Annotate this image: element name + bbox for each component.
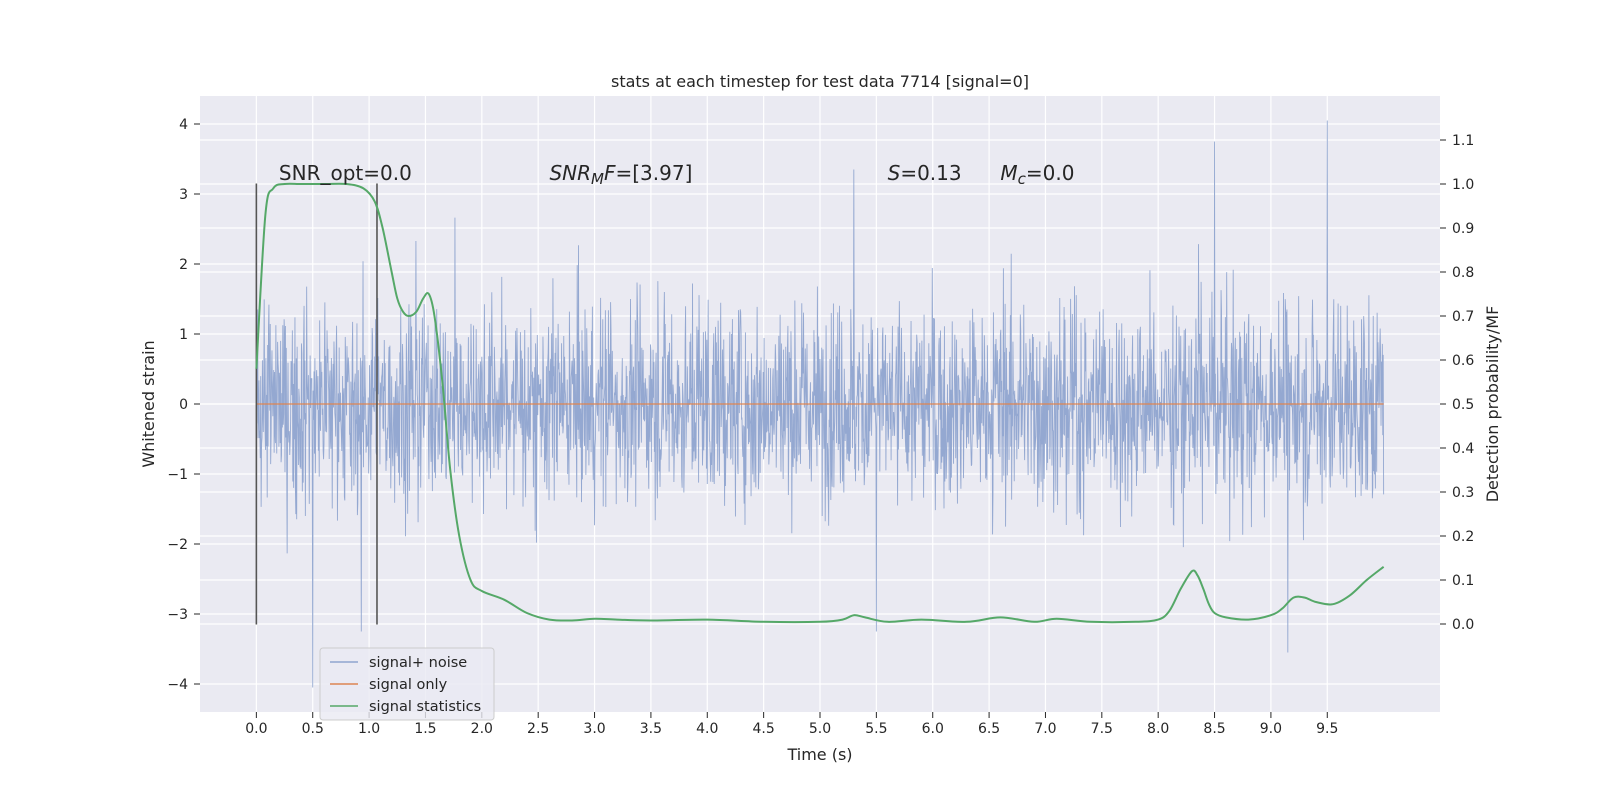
- noise-series: [255, 120, 1385, 688]
- legend-label-signal-only: signal only: [369, 677, 448, 693]
- x-tick-label: 0.5: [302, 721, 324, 737]
- annotation-snr-opt: SNR_opt=0.0: [279, 161, 412, 185]
- signal-statistics-line: [255, 182, 1385, 624]
- x-tick-label: 6.5: [978, 721, 1000, 737]
- y-tick-label: 4: [179, 117, 188, 133]
- statistics-series: [255, 182, 1385, 624]
- x-tick-label: 4.5: [753, 721, 775, 737]
- legend-box: [319, 647, 495, 721]
- annotation-mc-value: Mc=0.0: [1000, 161, 1074, 188]
- annotation-snr-mf: SNRMF=[3.97]: [549, 161, 692, 188]
- x-tick-label: 7.5: [1091, 721, 1113, 737]
- window-markers: [255, 183, 378, 625]
- y2-tick-label: 0.3: [1452, 485, 1474, 501]
- x-tick-label: 8.0: [1147, 721, 1169, 737]
- annotations: SNR_opt=0.0 SNRMF=[3.97] S=0.13 Mc=0.0: [279, 161, 1075, 188]
- x-tick-label: 2.5: [527, 721, 549, 737]
- y2-tick-label: 1.0: [1452, 177, 1474, 193]
- y2-tick-label: 0.8: [1452, 265, 1474, 281]
- x-tick-label: 5.0: [809, 721, 831, 737]
- y2-tick-label: 0.1: [1452, 573, 1474, 589]
- legend: signal+ noise signal only signal statist…: [319, 647, 495, 721]
- chart-title: stats at each timestep for test data 771…: [611, 72, 1029, 91]
- x-tick-label: 9.5: [1316, 721, 1338, 737]
- x-tick-label: 2.0: [471, 721, 493, 737]
- y-tick-label: 0: [179, 397, 188, 413]
- x-tick-label: 3.0: [583, 721, 605, 737]
- y2-tick-label: 1.1: [1452, 133, 1474, 149]
- y-tick-label: −3: [167, 607, 188, 623]
- y2-tick-label: 0.2: [1452, 529, 1474, 545]
- x-tick-label: 4.0: [696, 721, 718, 737]
- y2-tick-label: 0.6: [1452, 353, 1474, 369]
- y-tick-label: 3: [179, 187, 188, 203]
- y2-tick-label: 0.5: [1452, 397, 1474, 413]
- y2-axis-label: Detection probability/MF: [1483, 306, 1502, 503]
- legend-label-signal-statistics: signal statistics: [369, 699, 481, 715]
- x-tick-label: 9.0: [1260, 721, 1282, 737]
- y-tick-label: 1: [179, 327, 188, 343]
- legend-label-signal-noise: signal+ noise: [369, 655, 467, 671]
- y2-tick-label: 0.0: [1452, 617, 1474, 633]
- y2-tick-label: 0.9: [1452, 221, 1474, 237]
- x-tick-label: 0.0: [245, 721, 267, 737]
- x-axis-label: Time (s): [786, 745, 852, 764]
- x-tick-label: 6.0: [922, 721, 944, 737]
- x-tick-label: 8.5: [1203, 721, 1225, 737]
- x-tick-label: 1.0: [358, 721, 380, 737]
- y-tick-label: 2: [179, 257, 188, 273]
- x-tick-label: 5.5: [865, 721, 887, 737]
- y-tick-label: −4: [167, 677, 188, 693]
- y-tick-label: −1: [167, 467, 188, 483]
- x-tick-label: 3.5: [640, 721, 662, 737]
- y-tick-label: −2: [167, 537, 188, 553]
- axis-ticks: 0.0 0.5 1.0 1.5 2.0 2.5 3.0 3.5 4.0 4.5 5.0 5.5 6.0 6…: [167, 117, 1474, 737]
- x-tick-label: 1.5: [414, 721, 436, 737]
- signal-noise-line: [255, 120, 1385, 688]
- y2-tick-label: 0.7: [1452, 309, 1474, 325]
- y2-tick-label: 0.4: [1452, 441, 1474, 457]
- x-tick-label: 7.0: [1034, 721, 1056, 737]
- y-axis-label: Whitened strain: [139, 340, 158, 467]
- annotation-s-value: S=0.13: [888, 161, 962, 185]
